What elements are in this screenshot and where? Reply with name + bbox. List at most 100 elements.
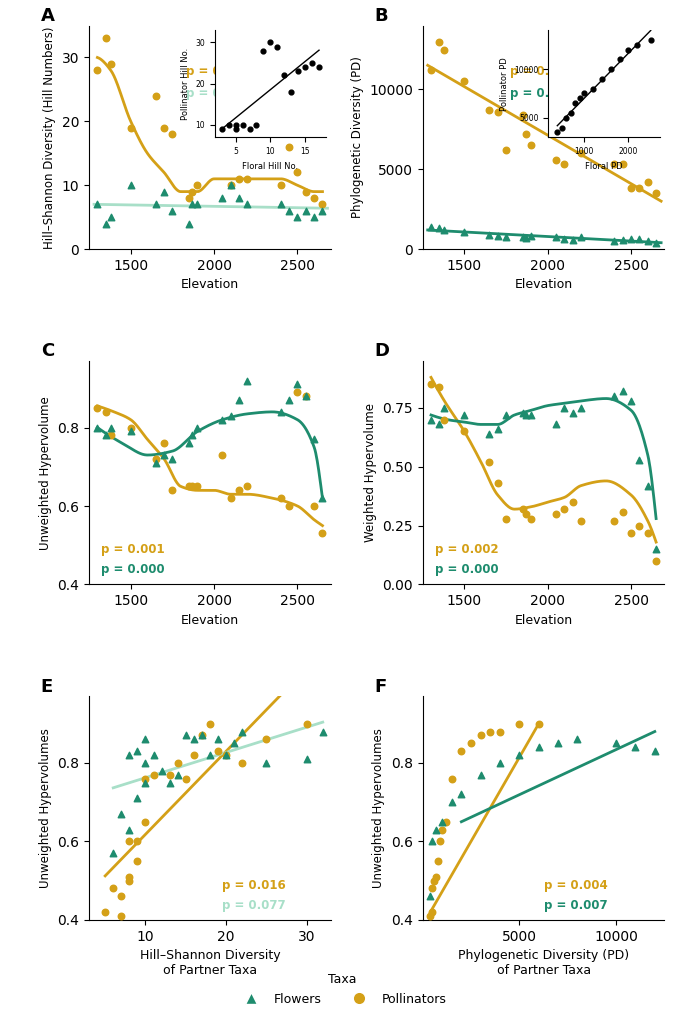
Point xyxy=(572,731,583,747)
Point xyxy=(517,106,528,123)
Point xyxy=(514,747,525,763)
Point xyxy=(459,423,470,439)
Point xyxy=(124,869,135,885)
Point xyxy=(551,506,562,522)
Point xyxy=(521,407,532,423)
Point xyxy=(108,845,119,862)
Point xyxy=(125,419,136,435)
Point xyxy=(164,766,175,783)
Point xyxy=(150,455,161,471)
Point xyxy=(100,30,111,46)
Point xyxy=(192,478,203,495)
Point xyxy=(172,766,183,783)
Point xyxy=(559,156,570,173)
Point xyxy=(517,501,528,517)
Point xyxy=(187,427,198,444)
Point xyxy=(309,431,320,448)
Point xyxy=(575,229,586,245)
Point xyxy=(300,388,311,405)
Text: A: A xyxy=(40,7,55,26)
Point xyxy=(617,503,628,519)
Point xyxy=(167,451,178,467)
Point xyxy=(567,494,578,510)
Point xyxy=(649,743,660,759)
Point xyxy=(212,731,223,747)
Point xyxy=(643,524,653,541)
Point xyxy=(567,118,578,134)
Point xyxy=(92,196,103,213)
Text: p = 0.000: p = 0.000 xyxy=(101,563,165,576)
Point xyxy=(167,126,178,142)
Point xyxy=(284,392,295,409)
Point xyxy=(425,908,436,924)
Point xyxy=(439,41,450,57)
Point xyxy=(125,423,136,439)
Y-axis label: Weighted Hypervolume: Weighted Hypervolume xyxy=(364,403,377,543)
Text: p = 0.001: p = 0.001 xyxy=(101,543,165,556)
Point xyxy=(651,553,662,569)
Point xyxy=(317,525,328,542)
Point xyxy=(436,814,447,830)
Point xyxy=(493,475,503,492)
Point xyxy=(275,177,286,193)
Text: D: D xyxy=(374,342,389,361)
Point xyxy=(440,814,451,830)
Point xyxy=(124,873,135,889)
Point xyxy=(261,731,272,747)
Point xyxy=(242,478,253,495)
Point xyxy=(475,728,486,744)
Point xyxy=(433,852,444,869)
X-axis label: Elevation: Elevation xyxy=(514,614,573,626)
Point xyxy=(204,715,215,732)
Point xyxy=(525,407,536,423)
Point xyxy=(275,196,286,213)
Point xyxy=(300,184,311,200)
Point xyxy=(501,142,512,158)
X-axis label: Elevation: Elevation xyxy=(181,278,239,291)
Point xyxy=(309,190,320,206)
Text: p = 0.004: p = 0.004 xyxy=(544,879,608,891)
Point xyxy=(521,230,532,246)
Point xyxy=(184,190,195,206)
Point xyxy=(425,62,436,79)
Point xyxy=(132,833,143,849)
Point xyxy=(164,775,175,791)
Point xyxy=(156,762,167,779)
Point xyxy=(125,120,136,136)
Point xyxy=(575,400,586,416)
Point xyxy=(559,231,570,247)
Point xyxy=(634,180,645,196)
X-axis label: Phylogenetic Diversity (PD)
of Partner Taxa: Phylogenetic Diversity (PD) of Partner T… xyxy=(458,949,629,977)
Point xyxy=(317,724,328,740)
Point xyxy=(167,482,178,499)
Point xyxy=(643,477,653,494)
Point xyxy=(436,822,447,838)
Point xyxy=(609,513,620,529)
Point xyxy=(229,735,240,751)
Point xyxy=(192,196,203,213)
Point xyxy=(567,405,578,421)
Point xyxy=(159,184,170,200)
Point xyxy=(634,452,645,468)
Text: p = 0.007: p = 0.007 xyxy=(544,898,607,912)
Y-axis label: Hill–Shannon Diversity (Hill Numbers): Hill–Shannon Diversity (Hill Numbers) xyxy=(43,27,56,248)
Point xyxy=(429,873,440,889)
Point xyxy=(105,55,116,72)
Point xyxy=(501,510,512,526)
Point xyxy=(501,229,512,245)
Point xyxy=(634,517,645,533)
Point xyxy=(517,229,528,245)
Text: p = 0.000: p = 0.000 xyxy=(510,64,573,78)
Point xyxy=(292,210,303,226)
Point xyxy=(148,747,159,763)
Point xyxy=(434,378,445,394)
Point xyxy=(225,490,236,506)
Point xyxy=(167,202,178,219)
Point xyxy=(92,62,103,79)
Point xyxy=(184,478,195,495)
Point xyxy=(217,190,228,206)
Point xyxy=(434,220,445,236)
Point xyxy=(180,771,191,787)
Point xyxy=(132,743,143,759)
Point xyxy=(197,728,208,744)
